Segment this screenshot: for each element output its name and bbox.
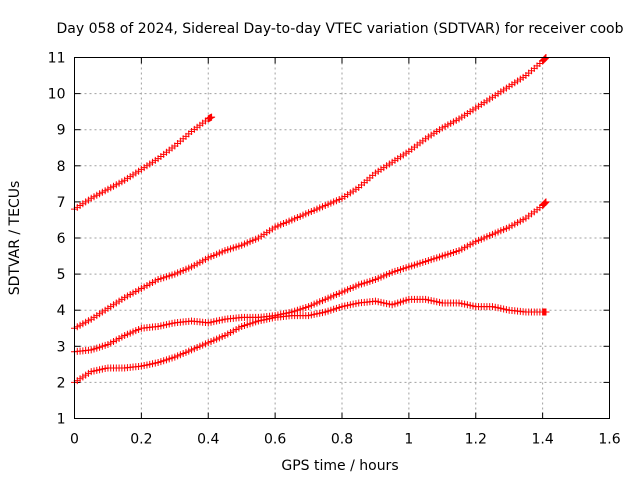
series-4 [71,295,550,386]
y-tick-label: 7 [57,195,66,211]
data-point [542,198,550,206]
plot-frame [74,57,610,419]
x-tick-label: 0.4 [197,432,219,448]
data-point [541,55,549,63]
y-tick-label: 1 [57,412,66,428]
data-point [541,199,549,207]
y-tick-label: 10 [48,87,66,103]
data-point [540,200,548,208]
y-tick-label: 3 [57,339,66,355]
data-point [540,55,548,63]
y-axis-label: SDTVAR / TECUs [7,181,23,296]
y-tick-label: 8 [57,159,66,175]
data-point [541,199,549,207]
y-tick-label: 9 [57,123,66,139]
y-tick-label: 11 [48,51,66,67]
y-tick-label: 4 [57,303,66,319]
x-tick-label: 0.2 [130,432,152,448]
x-tick-label: 1 [404,432,413,448]
x-tick-label: 0 [70,432,79,448]
series-3 [71,198,550,356]
grid [74,57,610,419]
x-tick-label: 0.6 [264,432,286,448]
x-tick-label: 0.8 [331,432,353,448]
data-point [541,54,549,62]
x-axis-label: GPS time / hours [281,458,398,474]
y-tick-label: 5 [57,267,66,283]
data-point [208,113,216,121]
y-tick-label: 6 [57,231,66,247]
series-2 [71,54,550,332]
series-1 [71,113,216,213]
y-tick-label: 2 [57,375,66,391]
axis-ticks: 0 0.2 0.4 0.6 0.8 1 1.2 1.4 1.6 1 2 3 4 5 6 7 8 9 10 11 [48,51,621,448]
x-tick-label: 1.6 [598,432,620,448]
data-point [542,308,550,316]
x-tick-label: 1.2 [465,432,487,448]
x-tick-label: 1.4 [531,432,553,448]
chart-title: Day 058 of 2024, Sidereal Day-to-day VTE… [57,21,624,37]
data-points [71,54,550,386]
